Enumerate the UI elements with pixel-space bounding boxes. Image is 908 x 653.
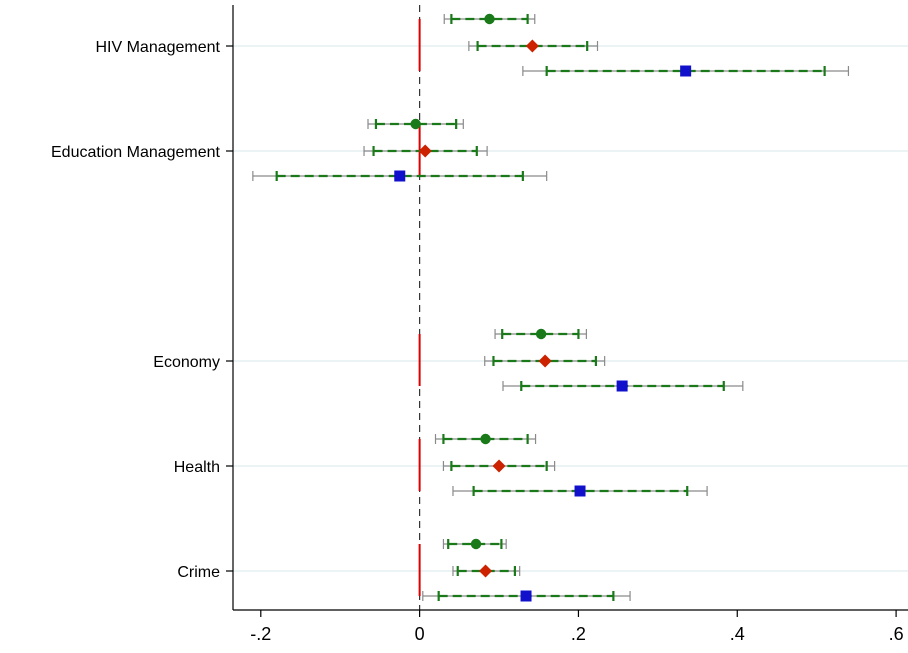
x-axis-tick-label: -.2 [250, 624, 271, 644]
diamond-marker [538, 354, 552, 368]
point-estimates [394, 13, 692, 602]
x-axis-tick-label: .6 [889, 624, 904, 644]
y-axis-label: Economy [153, 354, 220, 371]
diamond-marker [418, 144, 432, 158]
circle-marker [410, 118, 421, 130]
square-marker [616, 380, 628, 392]
diamond-marker [525, 39, 539, 53]
x-axis-tick-label: 0 [415, 624, 425, 644]
y-axis-labels: HIV Management Education Management Econom… [51, 39, 233, 581]
square-marker [394, 170, 406, 182]
x-axis-ticks: -.2 0 .2 .4 .6 [250, 610, 904, 644]
y-axis-label: Crime [177, 564, 220, 581]
circle-marker [480, 433, 491, 445]
diamond-marker [492, 459, 506, 473]
circle-marker [470, 538, 482, 550]
category-gridlines [233, 45, 908, 572]
confidence-intervals [252, 14, 850, 601]
y-axis-label: Health [174, 459, 220, 476]
square-marker [574, 485, 586, 497]
circle-marker [535, 328, 547, 340]
diamond-marker [479, 564, 493, 578]
x-axis-tick-label: .4 [730, 624, 745, 644]
y-axis-label: Education Management [51, 144, 221, 161]
square-marker [680, 65, 692, 77]
axes [232, 5, 908, 611]
circle-marker [484, 13, 495, 25]
y-axis-label: HIV Management [95, 39, 220, 56]
x-axis-tick-label: .2 [571, 624, 586, 644]
square-marker [520, 590, 532, 602]
